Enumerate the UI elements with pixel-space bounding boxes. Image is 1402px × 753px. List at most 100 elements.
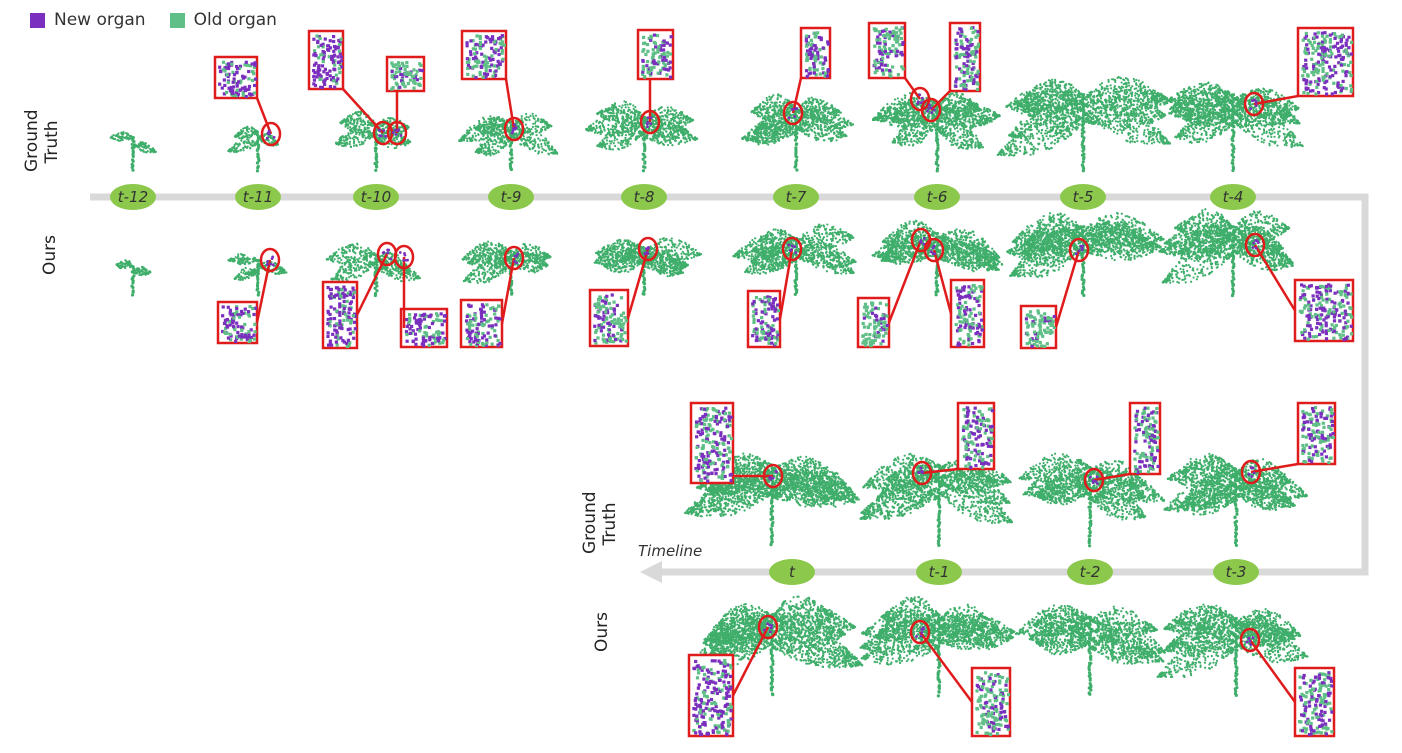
plant-point xyxy=(367,247,369,249)
plant-point xyxy=(466,276,468,278)
ours-plant-0 xyxy=(115,259,151,297)
plant-point xyxy=(356,243,358,245)
plant-point xyxy=(242,279,244,281)
plant-point xyxy=(612,109,614,111)
plant-point xyxy=(345,136,347,138)
plant-point xyxy=(363,131,365,133)
plant-point xyxy=(610,115,612,117)
plant-point xyxy=(248,128,250,130)
plant-point xyxy=(131,163,134,166)
plant-point xyxy=(488,269,490,271)
plant-point xyxy=(257,131,259,133)
plant-point xyxy=(500,136,502,138)
plant-point xyxy=(235,256,237,258)
plant-point xyxy=(131,158,134,161)
plant-point xyxy=(364,249,366,251)
plant-point xyxy=(236,147,238,149)
plant-point xyxy=(231,259,233,261)
plant-point xyxy=(394,139,396,141)
plant-point xyxy=(275,273,277,275)
plant-point xyxy=(356,122,358,124)
plant-point xyxy=(498,137,500,139)
plant-point xyxy=(122,139,124,141)
plant-point xyxy=(343,139,345,141)
plant-point xyxy=(496,141,498,143)
plant-point xyxy=(626,103,628,105)
plant-point xyxy=(354,258,356,260)
plant-point xyxy=(264,265,266,267)
plant-point xyxy=(473,125,475,127)
plant-point xyxy=(400,137,402,139)
plant-point xyxy=(254,258,256,260)
timeline-arrowhead xyxy=(640,561,662,583)
plant-point xyxy=(483,125,485,127)
plant-point xyxy=(642,169,645,172)
plant-point xyxy=(524,131,526,133)
plant-point xyxy=(476,280,478,282)
plant-point xyxy=(625,101,627,103)
plant-point xyxy=(488,249,490,251)
plant-point xyxy=(479,257,481,259)
plant-point xyxy=(670,113,672,115)
plant-point xyxy=(526,145,528,147)
plant-point xyxy=(121,264,123,266)
plant-point xyxy=(534,259,536,261)
plant-point xyxy=(493,269,495,271)
plant-point xyxy=(341,262,343,264)
plant-point xyxy=(241,130,243,132)
plant-point xyxy=(390,271,392,273)
plant-point xyxy=(350,117,352,119)
plant-point xyxy=(532,140,534,142)
plant-point xyxy=(471,140,473,142)
plant-point xyxy=(502,272,504,274)
plant-point xyxy=(481,144,483,146)
plant-point xyxy=(468,258,470,260)
plant-point xyxy=(332,278,334,280)
plant-point xyxy=(487,123,489,125)
plant-point xyxy=(469,280,471,282)
plant-point xyxy=(417,275,419,277)
plant-point xyxy=(480,265,482,267)
plant-point xyxy=(364,263,366,265)
plant-point xyxy=(632,104,634,106)
plant-point xyxy=(528,119,530,121)
plant-point xyxy=(529,148,531,150)
plant-point xyxy=(360,246,362,248)
plant-point xyxy=(132,289,135,292)
plant-point xyxy=(478,271,480,273)
plant-point xyxy=(615,106,617,108)
plant-point xyxy=(334,253,336,255)
plant-point xyxy=(623,109,625,111)
plant-point xyxy=(500,119,502,121)
plant-point xyxy=(117,263,119,265)
plant-point xyxy=(348,256,350,258)
plant-point xyxy=(489,278,491,280)
plant-point xyxy=(353,145,355,147)
plant-point xyxy=(526,248,528,250)
plant-point xyxy=(332,260,334,262)
plant-point xyxy=(120,131,122,133)
plant-point xyxy=(340,139,342,141)
plant-point xyxy=(521,140,523,142)
plant-point xyxy=(386,272,388,274)
plant-point xyxy=(128,264,130,266)
plant-point xyxy=(529,115,531,117)
plant-point xyxy=(550,152,552,154)
plant-point xyxy=(281,267,283,269)
plant-point xyxy=(131,293,134,296)
plant-point xyxy=(243,270,245,272)
plant-point xyxy=(522,247,524,249)
plant-point xyxy=(151,150,153,152)
plant-point xyxy=(535,250,537,252)
plant-point xyxy=(382,137,384,139)
plant-point xyxy=(532,113,534,115)
plant-point xyxy=(248,277,250,279)
plant-point xyxy=(368,123,370,125)
plant-point xyxy=(481,147,483,149)
gt-plant-2 xyxy=(335,110,411,172)
plant-point xyxy=(529,244,531,246)
plant-point xyxy=(252,128,254,130)
plant-point xyxy=(399,276,401,278)
plant-point xyxy=(487,143,489,145)
plant-point xyxy=(257,165,260,168)
